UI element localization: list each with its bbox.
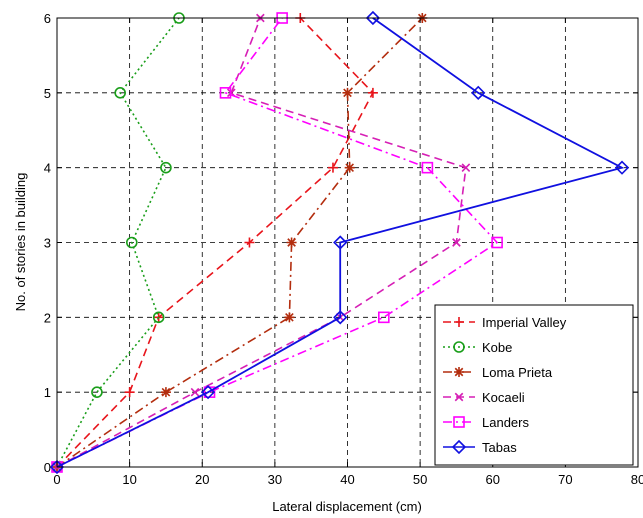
data-point [91, 386, 103, 398]
legend-item: Tabas [443, 439, 517, 455]
data-point [333, 235, 348, 250]
data-point [286, 237, 297, 248]
legend-item: Loma Prieta [443, 365, 553, 380]
x-tick-label: 60 [486, 472, 500, 487]
legend-marker [454, 317, 464, 327]
x-tick-label: 80 [631, 472, 643, 487]
series-line [56, 17, 180, 468]
data-point [284, 312, 295, 323]
data-point [244, 237, 255, 248]
data-point [342, 87, 353, 98]
y-tick-label: 3 [44, 236, 51, 251]
data-point [365, 10, 381, 26]
legend-marker [453, 341, 465, 353]
data-point [160, 161, 172, 174]
data-point [200, 385, 216, 400]
y-tick-label: 4 [44, 161, 51, 176]
x-tick-label: 10 [122, 472, 136, 487]
legend-marker [454, 392, 464, 402]
data-point [114, 87, 126, 99]
legend-label: Tabas [482, 440, 517, 455]
data-point [471, 85, 486, 100]
legend-label: Imperial Valley [482, 315, 567, 330]
series-layer [49, 10, 630, 475]
x-axis-label: Lateral displacement (cm) [272, 499, 422, 514]
series-line [56, 17, 499, 468]
legend-marker [451, 439, 467, 455]
legend-label: Kobe [482, 340, 512, 355]
data-point [333, 310, 348, 325]
data-point [367, 87, 378, 98]
data-point [126, 236, 138, 249]
x-tick-label: 70 [558, 472, 572, 487]
legend-label: Kocaeli [482, 390, 525, 405]
series-tabas [49, 10, 630, 475]
data-point [421, 161, 434, 174]
y-axis-label: No. of stories in building [13, 173, 28, 312]
data-point [49, 459, 65, 475]
y-tick-label: 0 [44, 460, 51, 475]
data-point [378, 311, 390, 324]
data-point [327, 162, 338, 173]
y-tick-label: 1 [44, 385, 51, 400]
ticks: 0 10 20 30 40 50 60 70 80 0 1 2 3 4 5 6 [44, 11, 643, 487]
y-tick-label: 5 [44, 86, 51, 101]
x-tick-label: 50 [413, 472, 427, 487]
data-point [190, 387, 200, 397]
data-point [344, 162, 355, 173]
legend-label: Loma Prieta [482, 365, 553, 380]
y-tick-label: 2 [44, 310, 51, 325]
legend-item: Kocaeli [443, 390, 525, 405]
series-line [56, 17, 625, 468]
data-point [452, 238, 461, 247]
data-point [160, 387, 171, 398]
legend: Imperial Valley Kobe Loma Prieta Kocaeli Lan… [434, 304, 634, 466]
legend-item: Landers [443, 415, 529, 430]
data-point [491, 236, 503, 249]
x-tick-label: 40 [340, 472, 354, 487]
legend-item: Imperial Valley [443, 315, 567, 330]
x-tick-label: 0 [53, 472, 60, 487]
legend-box [434, 304, 634, 466]
legend-marker [454, 367, 464, 377]
data-point [219, 87, 232, 99]
legend-item: Kobe [443, 340, 512, 355]
legend-marker [453, 416, 465, 428]
x-tick-label: 20 [195, 472, 209, 487]
data-point [461, 163, 471, 172]
data-point [124, 387, 135, 398]
data-point [614, 160, 630, 175]
y-tick-label: 6 [44, 11, 51, 26]
x-tick-label: 30 [268, 472, 282, 487]
legend-label: Landers [482, 415, 529, 430]
data-point [152, 311, 165, 324]
